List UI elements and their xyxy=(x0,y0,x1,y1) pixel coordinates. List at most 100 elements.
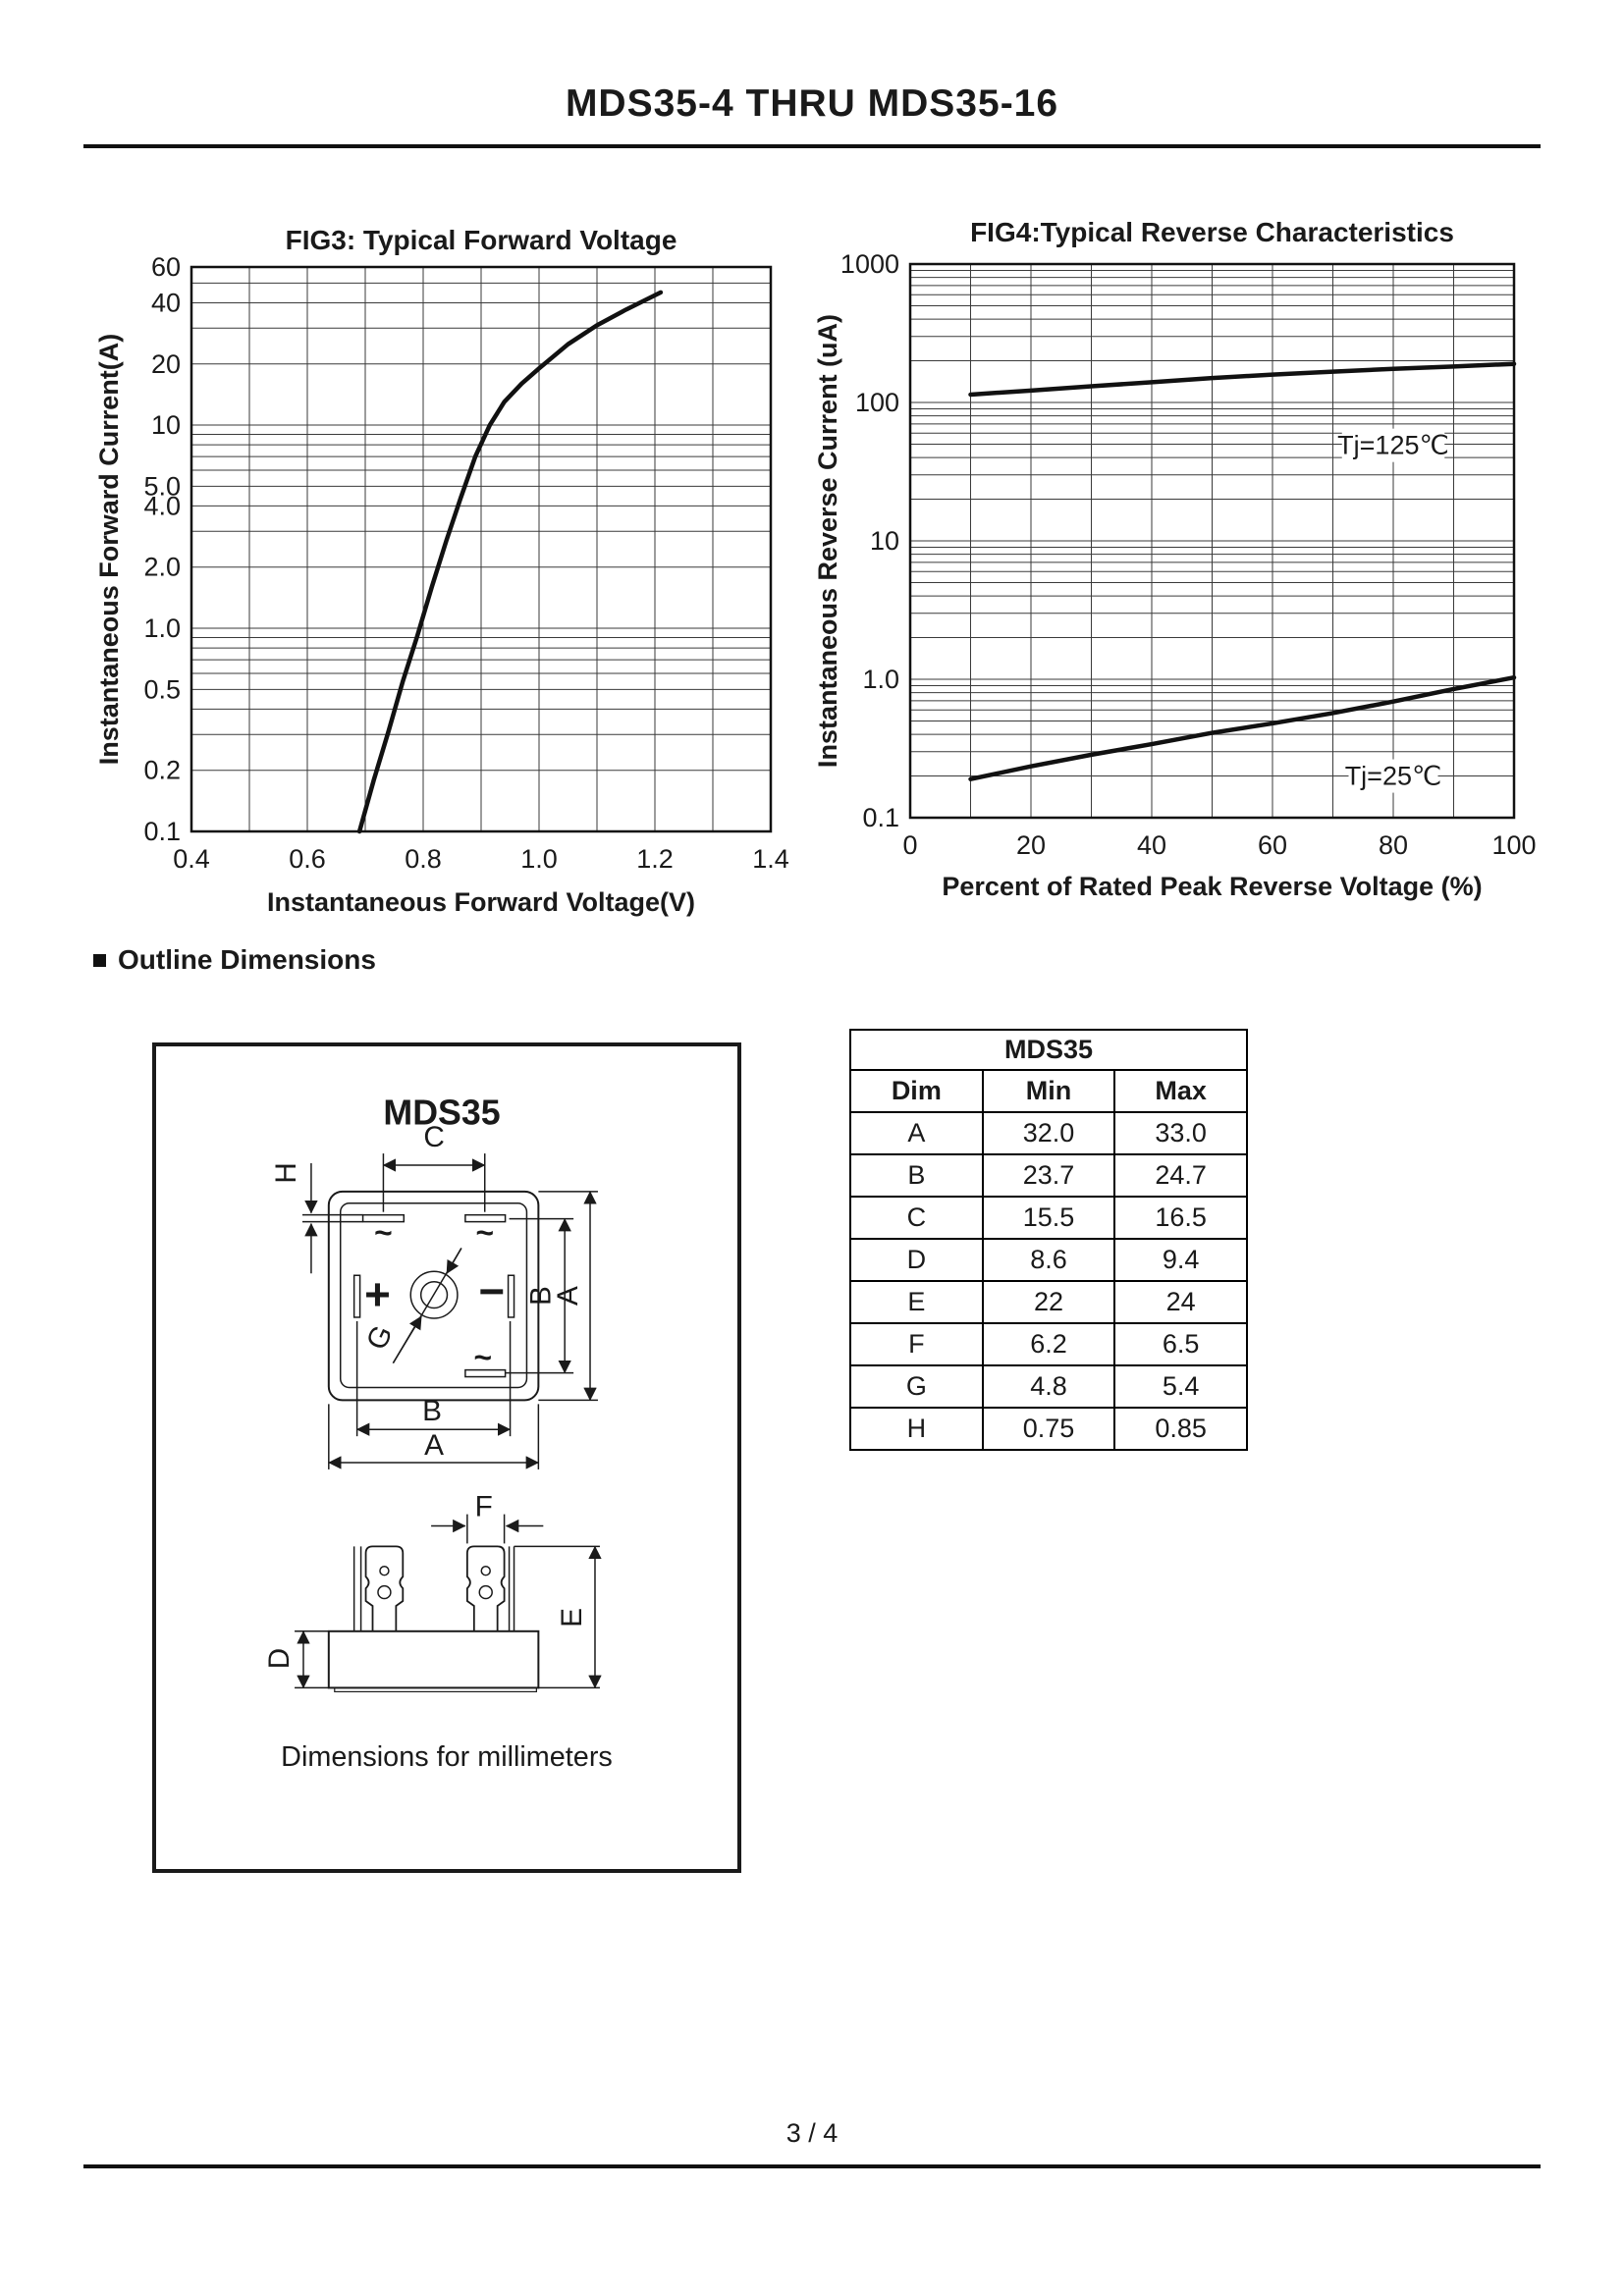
outline-drawing-box: MDS35 ~ ~ ~ xyxy=(152,1042,741,1873)
fig4-plot-border xyxy=(908,262,1516,820)
cell-min: 8.6 xyxy=(981,1238,1116,1282)
cell-min: 4.8 xyxy=(981,1364,1116,1409)
fig3-xlabel: Instantaneous Forward Voltage(V) xyxy=(267,887,695,917)
cell-dim: D xyxy=(849,1238,984,1282)
annotation-bg xyxy=(1341,428,1445,462)
table-row: C 15.5 16.5 xyxy=(849,1196,1248,1240)
fig4-title: FIG4:Typical Reverse Characteristics xyxy=(970,217,1454,247)
dim-label-h: H xyxy=(270,1162,302,1184)
ac-terminal-label: ~ xyxy=(475,1214,494,1250)
dim-label-b: B xyxy=(524,1286,557,1306)
cell-min: 15.5 xyxy=(981,1196,1116,1240)
fig3-series xyxy=(356,290,664,834)
x-tick-label: 20 xyxy=(1016,830,1046,860)
cell-min: 0.75 xyxy=(981,1407,1116,1451)
annotation-bg xyxy=(1348,759,1438,793)
col-header-min: Min xyxy=(981,1069,1116,1113)
fig4-chart: Tj=125℃ Tj=25℃ 0 20 40 60 80 100 1000 100 10 1.0 0.1… xyxy=(813,217,1537,901)
col-header-dim: Dim xyxy=(849,1069,984,1113)
section-bullet-icon xyxy=(93,953,106,967)
table-row: A 32.0 33.0 xyxy=(849,1111,1248,1155)
fig3-ylabel: Instantaneous Forward Current(A) xyxy=(94,334,124,766)
y-tick-label: 0.5 xyxy=(143,674,181,704)
outline-caption: Dimensions for millimeters xyxy=(281,1741,613,1773)
cell-max: 5.4 xyxy=(1113,1364,1248,1409)
curve-annotation: Tj=125℃ xyxy=(1337,431,1449,460)
y-tick-label: 100 xyxy=(855,388,899,417)
package-top-view xyxy=(327,1190,540,1402)
table-header-row: Dim Min Max xyxy=(849,1069,1248,1113)
page-number: 3 / 4 xyxy=(785,2118,839,2148)
top-rule xyxy=(83,144,1541,148)
y-tick-label: 0.2 xyxy=(143,756,181,785)
fig3-chart: 0.4 0.6 0.8 1.0 1.2 1.4 60 40 20 10 5.04.0 2.0 1.0 0.… xyxy=(94,225,789,917)
plus-terminal-label: + xyxy=(364,1269,391,1319)
y-tick-label: 1.0 xyxy=(143,614,181,643)
dim-label-c: C xyxy=(423,1121,445,1153)
y-tick-label: 0.1 xyxy=(862,803,899,832)
cell-dim: H xyxy=(849,1407,984,1451)
dim-label-a: A xyxy=(552,1286,584,1306)
cell-max: 33.0 xyxy=(1113,1111,1248,1155)
y-tick-label: 10 xyxy=(151,410,181,440)
x-tick-label: 0 xyxy=(902,830,917,860)
cell-dim: B xyxy=(849,1153,984,1198)
table-row: H 0.75 0.85 xyxy=(849,1407,1248,1451)
cell-dim: F xyxy=(849,1322,984,1366)
cell-min: 6.2 xyxy=(981,1322,1116,1366)
cell-min: 22 xyxy=(981,1280,1116,1324)
cell-max: 24.7 xyxy=(1113,1153,1248,1198)
dimension-lines-top-view xyxy=(301,1153,598,1469)
x-tick-label: 60 xyxy=(1258,830,1287,860)
dim-label-d: D xyxy=(263,1648,296,1670)
fig3-title: FIG3: Typical Forward Voltage xyxy=(286,225,677,255)
cell-dim: G xyxy=(849,1364,984,1409)
dimension-lines-side-view xyxy=(295,1514,602,1689)
dim-label-a: A xyxy=(424,1429,444,1462)
cell-min: 32.0 xyxy=(981,1111,1116,1155)
x-tick-label: 0.8 xyxy=(405,844,442,874)
outline-title: MDS35 xyxy=(383,1093,500,1132)
ac-terminal-label: ~ xyxy=(473,1340,492,1375)
minus-terminal-label: − xyxy=(478,1266,505,1316)
section-heading: Outline Dimensions xyxy=(93,944,376,976)
y-tick-label: 1.0 xyxy=(862,665,899,694)
section-heading-label: Outline Dimensions xyxy=(118,944,376,975)
y-tick-label: 20 xyxy=(151,349,181,379)
charts-canvas: 0.4 0.6 0.8 1.0 1.2 1.4 60 40 20 10 5.04.0 2.0 1.0 0.… xyxy=(94,217,1537,917)
cell-dim: E xyxy=(849,1280,984,1324)
col-header-max: Max xyxy=(1113,1069,1248,1113)
cell-min: 23.7 xyxy=(981,1153,1116,1198)
bottom-rule xyxy=(83,2164,1541,2168)
ac-terminal-label: ~ xyxy=(374,1214,393,1250)
y-tick-label: 2.0 xyxy=(143,553,181,582)
x-tick-label: 0.6 xyxy=(289,844,326,874)
cell-max: 6.5 xyxy=(1113,1322,1248,1366)
page-title: MDS35-4 THRU MDS35-16 xyxy=(565,82,1059,125)
y-tick-label: 1000 xyxy=(840,249,899,279)
table-title-row: MDS35 xyxy=(849,1029,1248,1071)
cell-max: 9.4 xyxy=(1113,1238,1248,1282)
x-tick-label: 40 xyxy=(1137,830,1166,860)
y-tick-label: 40 xyxy=(151,288,181,317)
fig4-ylabel: Instantaneous Reverse Current (uA) xyxy=(813,314,842,768)
cell-dim: A xyxy=(849,1111,984,1155)
dim-label-e: E xyxy=(556,1608,588,1628)
fig3-plot-border xyxy=(189,265,773,833)
y-tick-label: 10 xyxy=(870,526,899,556)
outline-drawing: MDS35 ~ ~ ~ xyxy=(263,1093,613,1773)
fig4-series xyxy=(968,361,1517,398)
fig4-series xyxy=(968,674,1517,781)
x-tick-label: 1.2 xyxy=(636,844,674,874)
cell-max: 16.5 xyxy=(1113,1196,1248,1240)
y-tick-label: 0.1 xyxy=(143,817,181,846)
table-title: MDS35 xyxy=(849,1029,1248,1071)
y-tick-label: 5.0 xyxy=(143,471,181,501)
cell-dim: C xyxy=(849,1196,984,1240)
x-tick-label: 0.4 xyxy=(173,844,210,874)
cell-max: 0.85 xyxy=(1113,1407,1248,1451)
fig3-grid xyxy=(191,267,771,831)
table-row: F 6.2 6.5 xyxy=(849,1322,1248,1366)
